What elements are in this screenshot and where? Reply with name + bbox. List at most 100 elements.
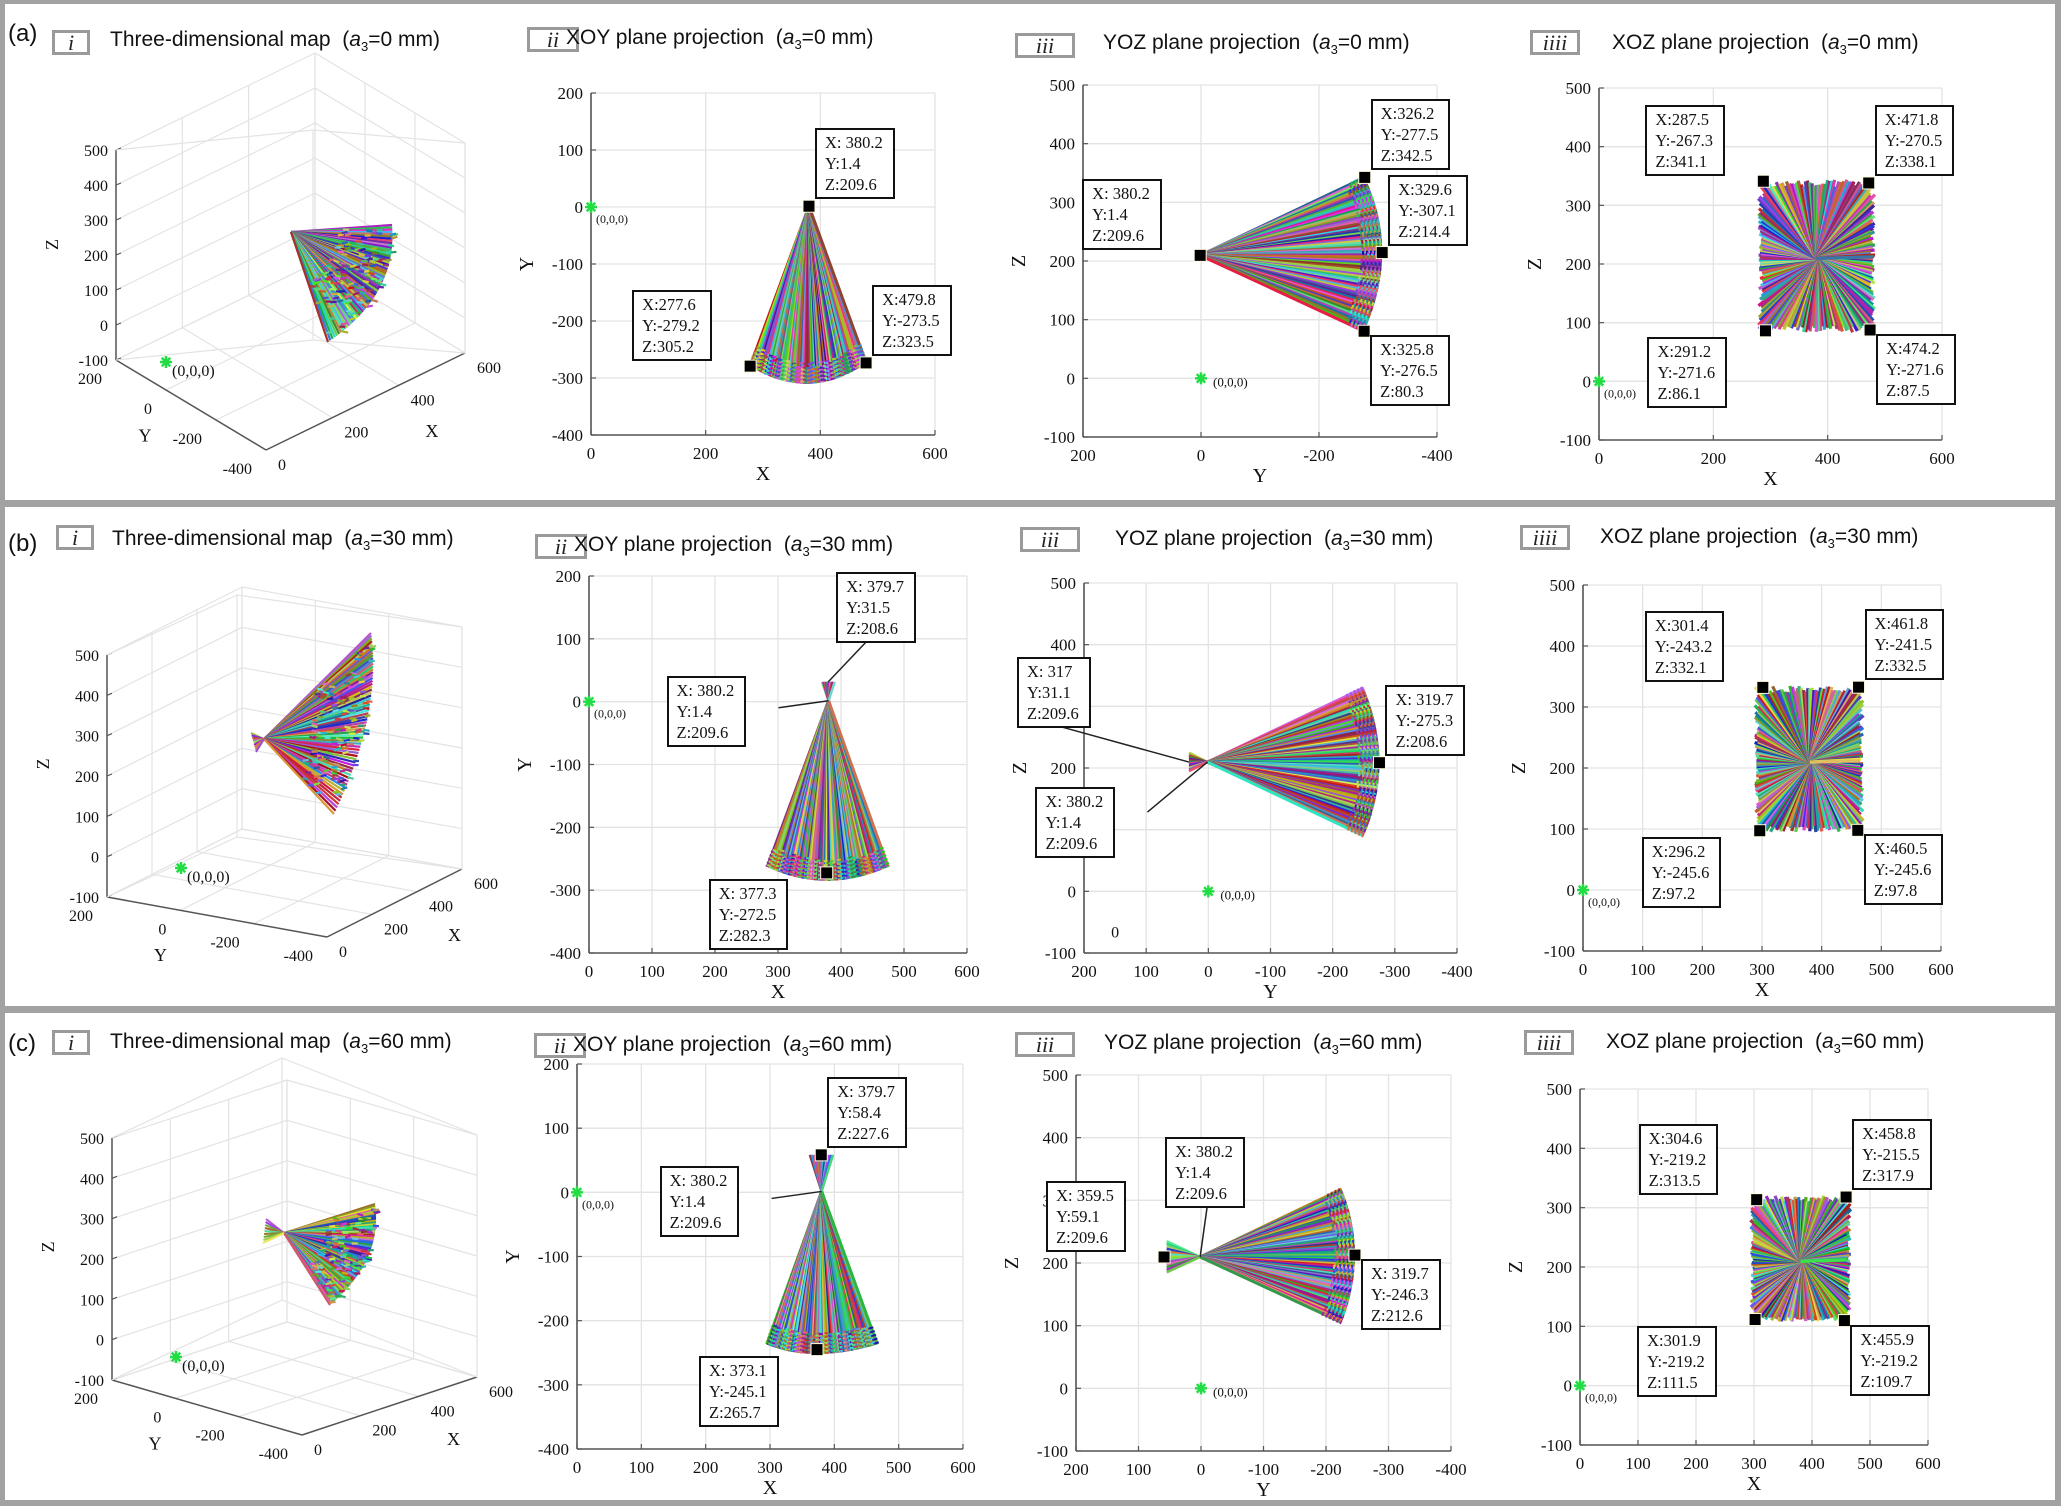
wall-grid <box>115 52 316 151</box>
workspace-texture <box>335 290 342 294</box>
workspace-rim <box>1365 240 1383 246</box>
wall-grid <box>106 586 243 656</box>
datatip-marker[interactable] <box>1748 1313 1762 1327</box>
datatip-marker[interactable] <box>1193 248 1207 262</box>
workspace-texture <box>355 1221 362 1225</box>
x-tick-label: 100 <box>1126 1460 1152 1479</box>
panel-title: XOZ plane projection (a3=0 mm) <box>1612 31 1919 57</box>
datatip-marker[interactable] <box>1851 823 1865 837</box>
workspace-rim <box>1358 772 1380 778</box>
workspace-texture <box>312 718 319 722</box>
datatip-marker[interactable] <box>1863 323 1877 337</box>
x-tick-label: 400 <box>1809 960 1835 979</box>
workspace-texture <box>329 258 336 262</box>
datatip-marker[interactable] <box>1357 324 1371 338</box>
datatip-marker[interactable] <box>1753 824 1767 838</box>
datatip-marker[interactable] <box>1750 1193 1764 1207</box>
workspace-rim <box>862 856 871 875</box>
workspace-rim <box>878 849 889 869</box>
workspace-texture <box>315 734 322 738</box>
workspace-rim <box>1348 182 1369 194</box>
y-tick-label: 200 <box>1043 1254 1069 1273</box>
workspace-rim <box>1331 1277 1353 1286</box>
workspace-texture <box>364 714 371 718</box>
workspace-rim <box>1361 218 1380 226</box>
workspace-texture <box>373 250 380 255</box>
datatip-marker[interactable] <box>859 356 873 370</box>
workspace-rim <box>1336 1245 1355 1251</box>
origin-label: (0,0,0) <box>187 869 230 886</box>
datatip-marker[interactable] <box>1852 680 1866 694</box>
workspace-texture <box>370 228 378 232</box>
y-axis-label: Y <box>502 1249 524 1263</box>
workspace-rim <box>775 1330 784 1349</box>
workspace-rim <box>1359 285 1379 293</box>
workspace-texture <box>390 250 397 254</box>
datatip-box: X: 380.2 Y:1.4 Z:209.6 <box>1165 1136 1245 1208</box>
workspace-rim <box>828 361 836 380</box>
workspace-rim <box>1335 1267 1355 1274</box>
datatip-marker[interactable] <box>1837 1314 1851 1328</box>
datatip-marker[interactable] <box>1348 1248 1362 1262</box>
box-edge <box>281 1299 478 1378</box>
plot-a-iii: 200 0 -200 -400 500 400 300 200 100 0 -100 Y Z (0,0,0… <box>1008 76 1453 487</box>
workspace-texture <box>337 233 344 237</box>
y-tick-label: -100 <box>1037 1442 1068 1461</box>
x-tick-label: -200 <box>1310 1460 1341 1479</box>
workspace-starburst <box>1757 179 1877 333</box>
datatip-marker[interactable] <box>1839 1190 1853 1204</box>
floor-grid <box>196 851 418 893</box>
z-tick-label: 300 <box>75 729 99 746</box>
datatip-marker[interactable] <box>1758 324 1772 338</box>
datatip-marker[interactable] <box>1756 174 1770 188</box>
datatip-marker[interactable] <box>814 1148 828 1162</box>
datatip-marker[interactable] <box>1756 680 1770 694</box>
workspace-texture <box>325 750 333 755</box>
datatip-box: X:329.6 Y:-307.1 Z:214.4 <box>1388 174 1468 246</box>
wall-grid <box>115 262 316 361</box>
workspace-rim <box>1330 1282 1352 1292</box>
workspace-texture <box>340 695 347 699</box>
wall-grid <box>286 1160 478 1217</box>
x-tick-label: 200 <box>1683 1454 1709 1473</box>
workspace-texture <box>370 277 378 281</box>
datatip-marker[interactable] <box>1862 176 1876 190</box>
datatip-marker[interactable] <box>1372 756 1386 770</box>
workspace-texture <box>324 736 331 740</box>
datatip-line: Z:80.3 <box>1380 382 1424 402</box>
workspace-texture <box>311 722 318 726</box>
workspace-rim <box>765 357 774 376</box>
datatip-marker[interactable] <box>1375 246 1389 260</box>
datatip-marker[interactable] <box>743 359 757 373</box>
workspace-texture <box>340 273 347 277</box>
workspace-texture <box>335 1266 343 1271</box>
workspace-texture <box>365 299 372 303</box>
workspace-rim <box>1324 1194 1346 1207</box>
datatip-line: X: 380.2 <box>1045 792 1104 812</box>
datatip-line: X: 317 <box>1026 662 1073 682</box>
z-tick-label: 500 <box>80 1131 104 1148</box>
workspace-texture <box>352 291 360 296</box>
workspace-texture <box>363 1259 371 1264</box>
datatip-marker[interactable] <box>810 1343 824 1357</box>
workspace-texture <box>316 1266 324 1270</box>
datatip-line: Z:313.5 <box>1648 1170 1701 1190</box>
datatip-marker[interactable] <box>1358 170 1372 184</box>
workspace-texture <box>329 1296 337 1300</box>
x-tick-label: -200 <box>1303 446 1334 465</box>
x-tick-label: 100 <box>629 1458 655 1477</box>
workspace-ray-secondary <box>1166 1255 1201 1274</box>
datatip-marker[interactable] <box>1157 1250 1171 1264</box>
datatip-line: Y:1.4 <box>824 154 861 174</box>
datatip-marker[interactable] <box>820 866 834 880</box>
workspace-texture <box>342 750 349 755</box>
z-tick <box>115 322 122 326</box>
datatip-marker[interactable] <box>802 199 816 213</box>
wall-grid <box>241 586 463 628</box>
wall-grid <box>314 52 466 144</box>
y-tick-label: 500 <box>1550 576 1576 595</box>
panel-title: XOY plane projection (a3=60 mm) <box>573 1033 892 1059</box>
workspace-rim <box>851 856 859 878</box>
x-axis-label: X <box>756 463 771 485</box>
